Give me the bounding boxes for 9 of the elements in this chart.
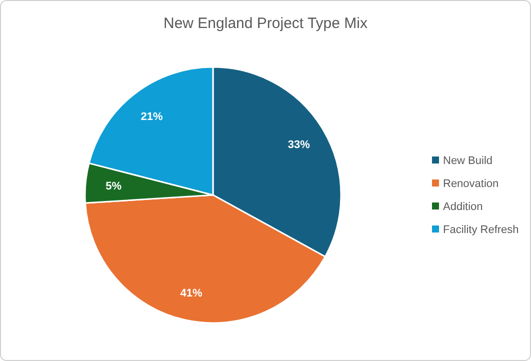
legend-label: Facility Refresh [443,224,519,236]
data-label: 41% [180,287,202,300]
data-label: 33% [288,139,310,152]
legend-label: Renovation [443,178,499,190]
chart-title: New England Project Type Mix [164,15,368,32]
data-label: 5% [106,180,122,192]
legend-label: Addition [443,200,483,213]
legend-label: New Build [443,154,493,167]
data-label: 21% [140,110,164,123]
